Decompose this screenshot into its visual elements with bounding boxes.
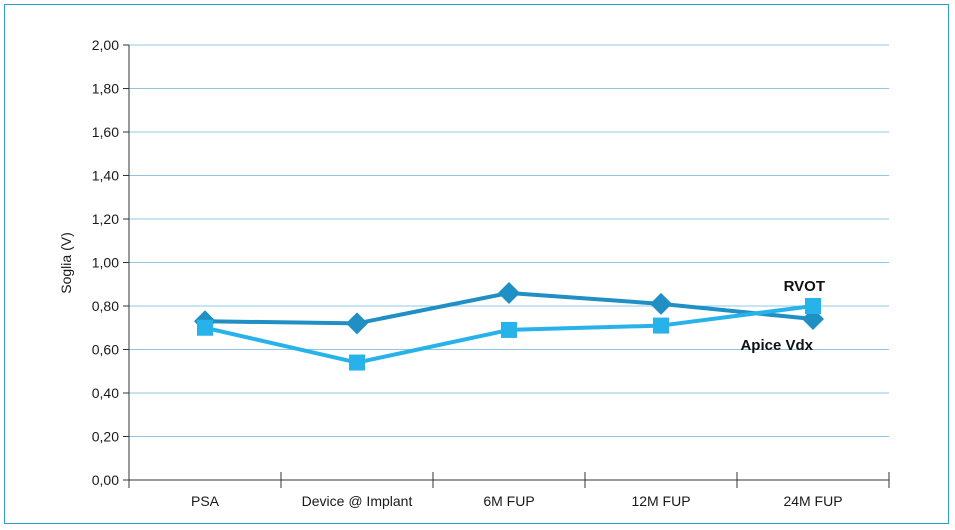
series-labels: RVOT Apice Vdx xyxy=(740,278,825,354)
x-tick-label: 24M FUP xyxy=(783,493,842,509)
data-point-square xyxy=(805,298,821,314)
data-point-square xyxy=(653,317,669,334)
chart-frame: 0,00 0,20 0,40 0,60 0,80 1,00 1,20 1,40 1,60 1,80… xyxy=(4,4,949,524)
data-point-square xyxy=(349,354,365,371)
y-tick-label: 1,20 xyxy=(92,211,119,227)
axes xyxy=(123,44,890,488)
x-tick-label: PSA xyxy=(191,493,220,509)
series-group xyxy=(194,281,824,371)
gridlines xyxy=(129,44,889,437)
x-tick-label: Device @ Implant xyxy=(302,493,413,509)
y-tick-label: 2,00 xyxy=(92,37,119,53)
data-point-square xyxy=(501,321,517,338)
y-axis-label: Soglia (V) xyxy=(58,232,74,293)
series-label-rvot: RVOT xyxy=(784,278,825,295)
y-tick-label: 0,00 xyxy=(92,472,119,488)
y-tick-labels: 0,00 0,20 0,40 0,60 0,80 1,00 1,20 1,40 1,60 1,80… xyxy=(92,37,119,488)
x-tick-label: 12M FUP xyxy=(631,493,690,509)
y-tick-label: 0,60 xyxy=(92,342,119,358)
data-point-diamond xyxy=(498,281,520,304)
data-point-diamond xyxy=(346,312,368,335)
y-tick-label: 1,80 xyxy=(92,81,119,97)
y-tick-label: 0,40 xyxy=(92,385,119,401)
data-point-diamond xyxy=(650,292,672,315)
y-tick-label: 1,00 xyxy=(92,255,119,271)
y-tick-label: 1,40 xyxy=(92,168,119,184)
line-chart: 0,00 0,20 0,40 0,60 0,80 1,00 1,20 1,40 1,60 1,80… xyxy=(58,37,890,509)
series-label-apice-vdx: Apice Vdx xyxy=(740,337,813,354)
x-tick-labels: PSA Device @ Implant 6M FUP 12M FUP 24M FUP xyxy=(191,493,843,509)
y-tick-label: 0,80 xyxy=(92,298,119,314)
y-tick-label: 1,60 xyxy=(92,124,119,140)
x-tick-label: 6M FUP xyxy=(483,493,534,509)
y-tick-label: 0,20 xyxy=(92,429,119,445)
data-point-square xyxy=(197,319,213,336)
